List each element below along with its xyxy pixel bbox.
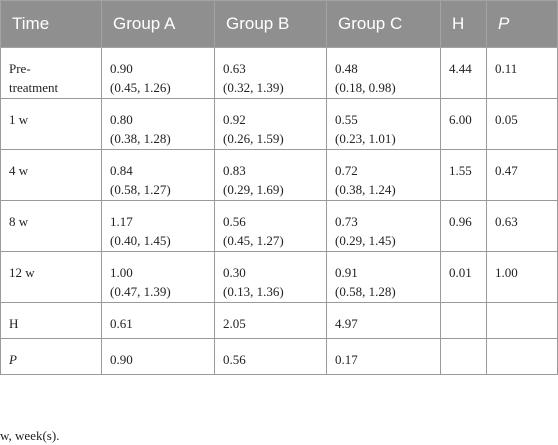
median: 0.91 <box>335 265 358 280</box>
time-line-1: Pre- <box>9 61 31 76</box>
header-group-b: Group B <box>214 0 327 48</box>
time-cell: 1 w <box>0 98 102 150</box>
p-cell: 0.63 <box>486 200 558 252</box>
iqr: (0.40, 1.45) <box>110 233 171 248</box>
time-cell: 4 w <box>0 149 102 201</box>
header-row: Time Group A Group B Group C H P <box>0 0 558 48</box>
group-b-cell: 0.63 (0.32, 1.39) <box>214 47 327 99</box>
group-b-cell: 2.05 <box>214 302 327 339</box>
median: 0.73 <box>335 214 358 229</box>
time-cell: 8 w <box>0 200 102 252</box>
table-row: 1 w 0.80 (0.38, 1.28) 0.92 (0.26, 1.59) 0.… <box>0 98 558 150</box>
summary-label: H <box>0 302 102 339</box>
footnote: w, week(s). <box>0 428 60 443</box>
group-a-cell: 1.17 (0.40, 1.45) <box>101 200 215 252</box>
group-c-cell: 0.55 (0.23, 1.01) <box>326 98 441 150</box>
median: 0.80 <box>110 112 133 127</box>
group-c-cell: 0.48 (0.18, 0.98) <box>326 47 441 99</box>
median: 0.83 <box>223 163 246 178</box>
iqr: (0.32, 1.39) <box>223 80 284 95</box>
iqr: (0.38, 1.28) <box>110 131 171 146</box>
iqr: (0.45, 1.26) <box>110 80 171 95</box>
median: 0.56 <box>223 214 246 229</box>
median: 0.48 <box>335 61 358 76</box>
summary-label: P <box>0 338 102 375</box>
h-cell: 4.44 <box>440 47 487 99</box>
p-cell: 0.11 <box>486 47 558 99</box>
header-time: Time <box>0 0 102 48</box>
iqr: (0.23, 1.01) <box>335 131 396 146</box>
group-c-cell: 0.73 (0.29, 1.45) <box>326 200 441 252</box>
h-cell <box>440 302 487 339</box>
median: 0.63 <box>223 61 246 76</box>
group-a-cell: 0.80 (0.38, 1.28) <box>101 98 215 150</box>
group-a-cell: 0.61 <box>101 302 215 339</box>
median: 0.72 <box>335 163 358 178</box>
median: 0.30 <box>223 265 246 280</box>
group-a-cell: 1.00 (0.47, 1.39) <box>101 251 215 303</box>
iqr: (0.29, 1.45) <box>335 233 396 248</box>
median: 1.00 <box>110 265 133 280</box>
p-cell: 0.47 <box>486 149 558 201</box>
header-h: H <box>440 0 487 48</box>
median: 1.17 <box>110 214 133 229</box>
summary-row-h: H 0.61 2.05 4.97 <box>0 302 558 339</box>
group-b-cell: 0.83 (0.29, 1.69) <box>214 149 327 201</box>
group-c-cell: 0.91 (0.58, 1.28) <box>326 251 441 303</box>
results-table: Time Group A Group B Group C H P Pre-tre… <box>0 0 558 375</box>
p-cell <box>486 302 558 339</box>
header-group-a: Group A <box>101 0 215 48</box>
group-b-cell: 0.56 (0.45, 1.27) <box>214 200 327 252</box>
h-cell <box>440 338 487 375</box>
group-c-cell: 0.72 (0.38, 1.24) <box>326 149 441 201</box>
h-cell: 0.01 <box>440 251 487 303</box>
group-a-cell: 0.84 (0.58, 1.27) <box>101 149 215 201</box>
p-cell <box>486 338 558 375</box>
iqr: (0.38, 1.24) <box>335 182 396 197</box>
group-a-cell: 0.90 (0.45, 1.26) <box>101 47 215 99</box>
summary-row-p: P 0.90 0.56 0.17 <box>0 338 558 375</box>
group-a-cell: 0.90 <box>101 338 215 375</box>
iqr: (0.13, 1.36) <box>223 284 284 299</box>
iqr: (0.18, 0.98) <box>335 80 396 95</box>
header-p: P <box>486 0 558 48</box>
table-row: Pre-treatment 0.90 (0.45, 1.26) 0.63 (0.32… <box>0 47 558 99</box>
time-cell: Pre-treatment <box>0 47 102 99</box>
header-group-c: Group C <box>326 0 441 48</box>
group-b-cell: 0.92 (0.26, 1.59) <box>214 98 327 150</box>
median: 0.84 <box>110 163 133 178</box>
group-b-cell: 0.30 (0.13, 1.36) <box>214 251 327 303</box>
iqr: (0.58, 1.27) <box>110 182 171 197</box>
h-cell: 0.96 <box>440 200 487 252</box>
iqr: (0.29, 1.69) <box>223 182 284 197</box>
median: 0.92 <box>223 112 246 127</box>
iqr: (0.26, 1.59) <box>223 131 284 146</box>
time-line-2: treatment <box>9 80 59 95</box>
iqr: (0.47, 1.39) <box>110 284 171 299</box>
median: 0.90 <box>110 61 133 76</box>
p-cell: 0.05 <box>486 98 558 150</box>
iqr: (0.58, 1.28) <box>335 284 396 299</box>
iqr: (0.45, 1.27) <box>223 233 284 248</box>
table-row: 8 w 1.17 (0.40, 1.45) 0.56 (0.45, 1.27) 0.… <box>0 200 558 252</box>
group-b-cell: 0.56 <box>214 338 327 375</box>
group-c-cell: 4.97 <box>326 302 441 339</box>
time-cell: 12 w <box>0 251 102 303</box>
p-cell: 1.00 <box>486 251 558 303</box>
table-row: 12 w 1.00 (0.47, 1.39) 0.30 (0.13, 1.36) 0… <box>0 251 558 303</box>
median: 0.55 <box>335 112 358 127</box>
group-c-cell: 0.17 <box>326 338 441 375</box>
h-cell: 1.55 <box>440 149 487 201</box>
table-row: 4 w 0.84 (0.58, 1.27) 0.83 (0.29, 1.69) 0.… <box>0 149 558 201</box>
h-cell: 6.00 <box>440 98 487 150</box>
